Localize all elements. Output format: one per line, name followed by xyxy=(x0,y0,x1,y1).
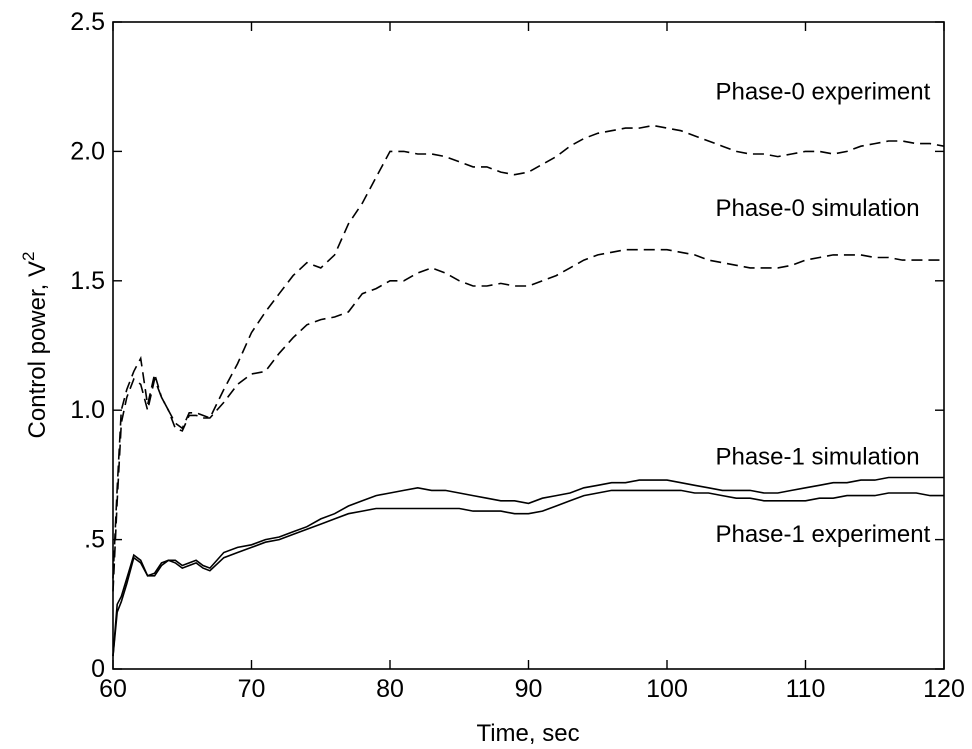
curve-label: Phase-0 simulation xyxy=(715,195,919,222)
x-axis-title: Time, sec xyxy=(476,720,579,747)
y-tick-label: 0 xyxy=(91,655,105,683)
x-tick-label: 100 xyxy=(646,675,688,703)
svg-text:Control power, V2: Control power, V2 xyxy=(19,252,51,439)
y-tick-label: 1.5 xyxy=(70,267,105,295)
series-line-2 xyxy=(112,248,944,592)
y-tick-label: .5 xyxy=(84,526,105,554)
y-tick-label: 2.5 xyxy=(70,8,105,36)
x-tick-label: 70 xyxy=(238,675,266,703)
x-axis: 60 70 80 90 100 110 120 xyxy=(99,22,965,703)
plot-frame xyxy=(112,21,945,670)
series-layer xyxy=(112,124,945,657)
curve-label: Phase-0 experiment xyxy=(715,79,930,106)
x-tick-label: 60 xyxy=(99,675,127,703)
x-tick-label: 120 xyxy=(923,675,965,703)
series-line-3 xyxy=(112,476,944,657)
y-axis-title: Control power, V xyxy=(24,261,51,438)
curve-label: Phase-1 simulation xyxy=(715,444,919,471)
x-tick-label: 80 xyxy=(376,675,404,703)
series-line-4 xyxy=(112,489,944,657)
y-axis-title-group: Control power, V2 xyxy=(19,252,51,439)
x-tick-label: 90 xyxy=(515,675,543,703)
series-line-1 xyxy=(112,124,945,579)
y-tick-label: 1.0 xyxy=(70,396,105,424)
curve-label: Phase-1 experiment xyxy=(715,521,930,548)
y-tick-label: 2.0 xyxy=(70,137,105,165)
x-tick-label: 110 xyxy=(786,675,826,703)
y-axis-title-superscript: 2 xyxy=(19,252,38,261)
annotation-layer: Phase-0 experiment Phase-0 simulation Phas… xyxy=(715,79,930,549)
y-axis: 0 .5 1.0 1.5 2.0 2.5 xyxy=(70,8,944,683)
